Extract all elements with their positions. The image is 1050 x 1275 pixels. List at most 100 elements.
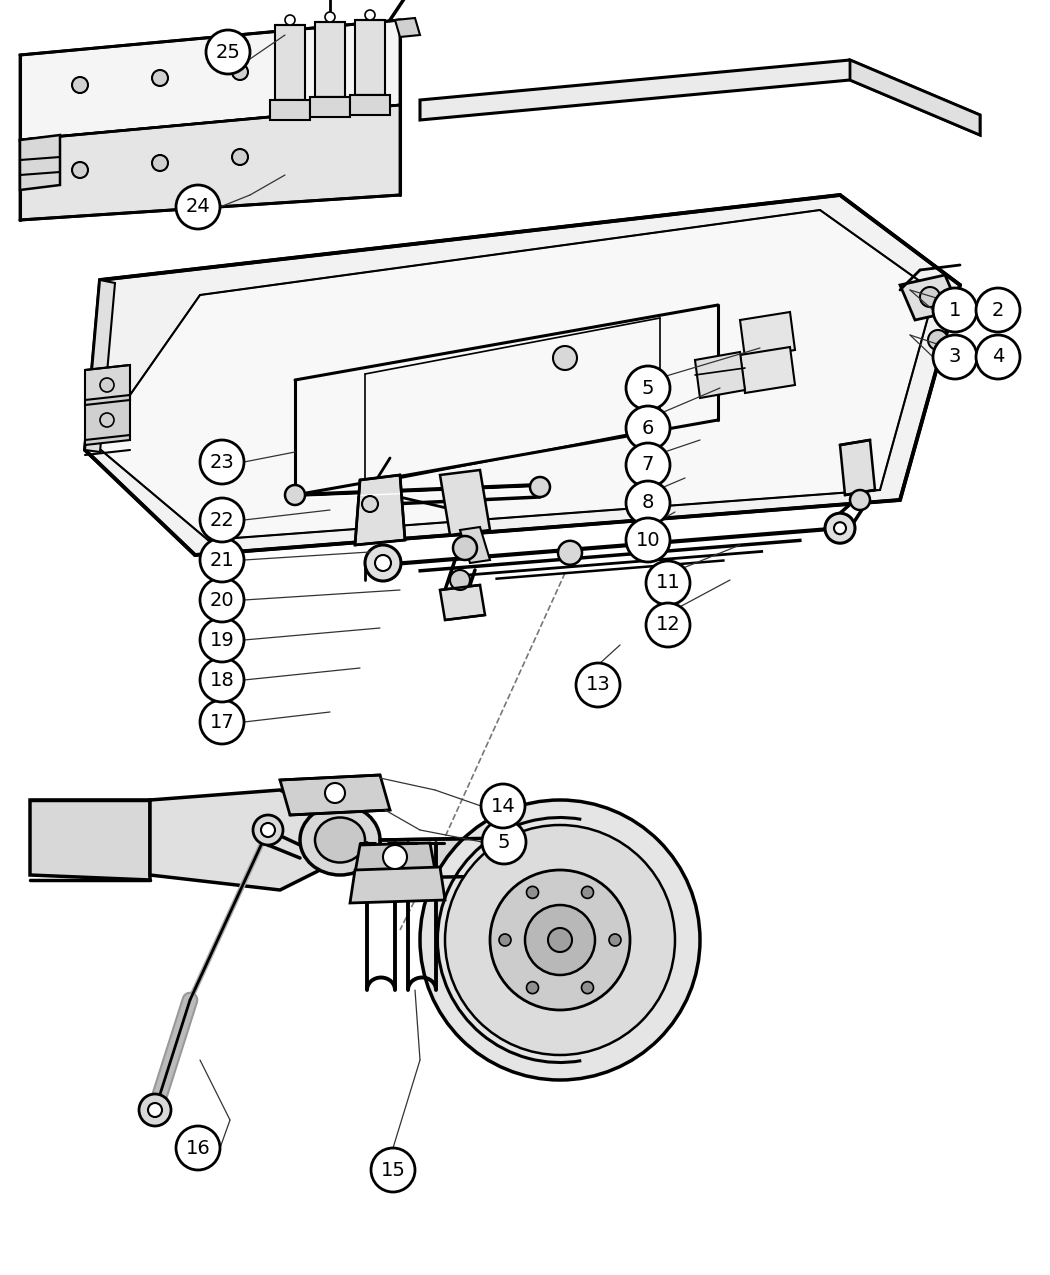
Circle shape (582, 886, 593, 899)
Circle shape (558, 541, 582, 565)
Text: 4: 4 (992, 348, 1004, 366)
Polygon shape (20, 20, 400, 140)
Circle shape (176, 185, 220, 230)
Polygon shape (280, 775, 390, 815)
Circle shape (200, 700, 244, 745)
Text: 21: 21 (210, 551, 234, 570)
Circle shape (976, 335, 1020, 379)
Circle shape (362, 496, 378, 513)
Text: 15: 15 (380, 1160, 405, 1179)
Polygon shape (315, 22, 345, 97)
Circle shape (383, 845, 407, 870)
Circle shape (445, 825, 675, 1054)
Polygon shape (460, 527, 490, 564)
Circle shape (626, 405, 670, 450)
Circle shape (232, 64, 248, 80)
Circle shape (261, 822, 275, 836)
Polygon shape (740, 312, 795, 358)
Circle shape (72, 76, 88, 93)
Circle shape (526, 886, 539, 899)
Circle shape (928, 330, 948, 351)
Circle shape (576, 663, 620, 708)
Circle shape (582, 982, 593, 993)
Polygon shape (20, 135, 60, 190)
Circle shape (206, 31, 250, 74)
Circle shape (525, 905, 595, 975)
Circle shape (490, 870, 630, 1010)
Polygon shape (695, 352, 746, 398)
Polygon shape (85, 195, 960, 555)
Circle shape (152, 156, 168, 171)
Circle shape (499, 935, 511, 946)
Circle shape (825, 514, 855, 543)
Text: 5: 5 (498, 833, 510, 852)
Text: 16: 16 (186, 1139, 210, 1158)
Circle shape (976, 288, 1020, 332)
Circle shape (139, 1094, 171, 1126)
Circle shape (920, 287, 940, 307)
Polygon shape (310, 97, 350, 117)
Polygon shape (30, 799, 150, 880)
Polygon shape (85, 365, 130, 405)
Polygon shape (900, 275, 960, 320)
Circle shape (375, 555, 391, 571)
Text: 18: 18 (210, 671, 234, 690)
Circle shape (626, 366, 670, 411)
Circle shape (285, 484, 304, 505)
Polygon shape (355, 476, 405, 544)
Polygon shape (94, 210, 934, 541)
Polygon shape (355, 20, 385, 96)
Circle shape (200, 499, 244, 542)
Circle shape (646, 561, 690, 606)
Circle shape (100, 413, 114, 427)
Text: 6: 6 (642, 418, 654, 437)
Circle shape (553, 346, 578, 370)
Polygon shape (440, 585, 485, 620)
Circle shape (232, 149, 248, 164)
Circle shape (148, 1103, 162, 1117)
Circle shape (326, 783, 345, 803)
Circle shape (933, 335, 977, 379)
Text: 1: 1 (949, 301, 961, 320)
Circle shape (365, 544, 401, 581)
Circle shape (481, 784, 525, 827)
Circle shape (420, 799, 700, 1080)
Circle shape (253, 815, 284, 845)
Circle shape (609, 935, 621, 946)
Polygon shape (275, 26, 304, 99)
Circle shape (626, 518, 670, 562)
Circle shape (200, 658, 244, 703)
Ellipse shape (315, 817, 365, 862)
Polygon shape (395, 18, 420, 37)
Polygon shape (840, 440, 875, 495)
Circle shape (646, 603, 690, 646)
Circle shape (850, 490, 870, 510)
Text: 3: 3 (949, 348, 961, 366)
Polygon shape (270, 99, 310, 120)
Text: 12: 12 (655, 616, 680, 635)
Circle shape (933, 288, 977, 332)
Circle shape (326, 11, 335, 22)
Polygon shape (150, 790, 340, 890)
Circle shape (72, 162, 88, 179)
Text: 22: 22 (210, 510, 234, 529)
Polygon shape (740, 347, 795, 393)
Polygon shape (350, 867, 445, 903)
Text: 13: 13 (586, 676, 610, 695)
Circle shape (152, 70, 168, 85)
Text: 8: 8 (642, 493, 654, 513)
Polygon shape (355, 843, 435, 873)
Circle shape (200, 538, 244, 581)
Text: 19: 19 (210, 631, 234, 649)
Polygon shape (85, 280, 116, 453)
Circle shape (200, 618, 244, 662)
Circle shape (482, 820, 526, 864)
Circle shape (371, 1148, 415, 1192)
Circle shape (526, 982, 539, 993)
Circle shape (100, 377, 114, 391)
Ellipse shape (300, 805, 380, 875)
Circle shape (285, 15, 295, 26)
Text: 11: 11 (655, 574, 680, 593)
Circle shape (453, 536, 477, 560)
Circle shape (548, 928, 572, 952)
